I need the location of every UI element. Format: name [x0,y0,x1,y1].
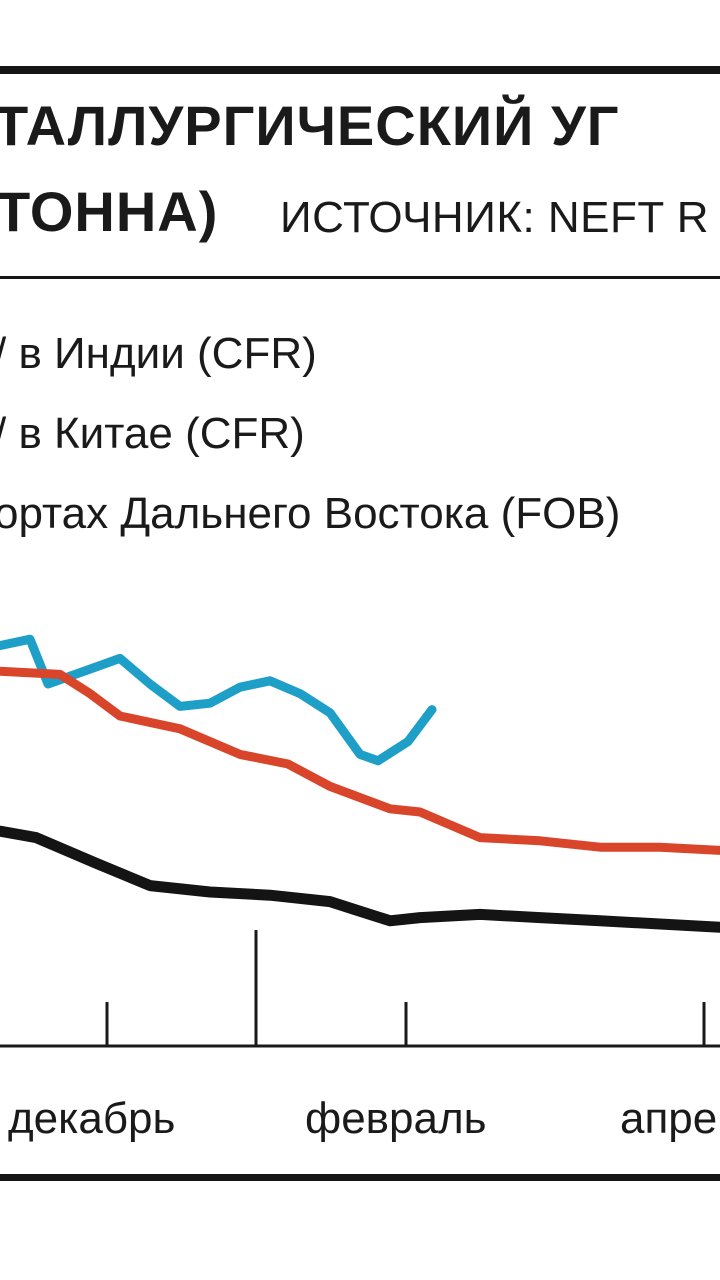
chart-title-line1: ТАЛЛУРГИЧЕСКИЙ УГ [0,94,620,157]
legend-item-india: / в Индии (CFR) [0,329,317,378]
series-layer [0,634,720,933]
top-rule [0,66,720,74]
x-tick-label-december: декабрь [8,1094,175,1143]
bottom-rule [0,1174,720,1181]
x-axis: декабрь февраль апре [0,930,720,1143]
series-line-2 [0,825,720,933]
legend-item-far-east: ортах Дальнего Востока (FOB) [0,489,621,538]
legend-item-china: / в Китае (CFR) [0,409,305,458]
x-tick-label-april: апре [620,1094,717,1143]
series-line-1 [0,666,720,855]
chart-title-line2: ТОННА) [0,180,219,243]
header-divider [0,276,720,279]
chart-source: ИСТОЧНИК: NEFT R [280,193,709,242]
x-tick-label-february: февраль [305,1094,487,1143]
